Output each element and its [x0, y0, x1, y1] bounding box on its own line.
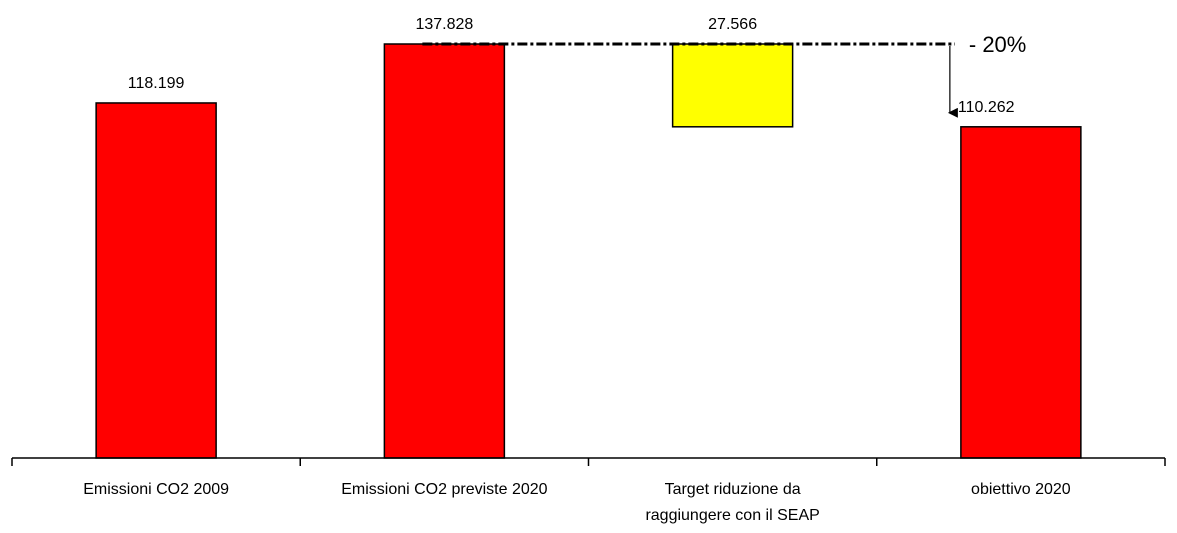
data-label-1: 118.199: [128, 75, 185, 92]
x-tick-label-4: obiettivo 2020: [971, 481, 1071, 498]
bar-4: [960, 126, 1082, 459]
bar-2: [383, 43, 506, 459]
bar-3: [671, 43, 794, 128]
percent-reduction-label: - 20%: [969, 32, 1026, 57]
data-label-3: 27.566: [708, 16, 757, 33]
x-tick-label-2: Emissioni CO2 previste 2020: [341, 481, 547, 498]
x-tick-label-1: Emissioni CO2 2009: [83, 481, 229, 498]
x-tick-label-3: Target riduzione da raggiungere con il SE…: [645, 481, 819, 524]
data-label-2: 137.828: [415, 16, 473, 33]
bar-1: [95, 102, 217, 459]
data-label-4: 110.262: [958, 99, 1015, 116]
